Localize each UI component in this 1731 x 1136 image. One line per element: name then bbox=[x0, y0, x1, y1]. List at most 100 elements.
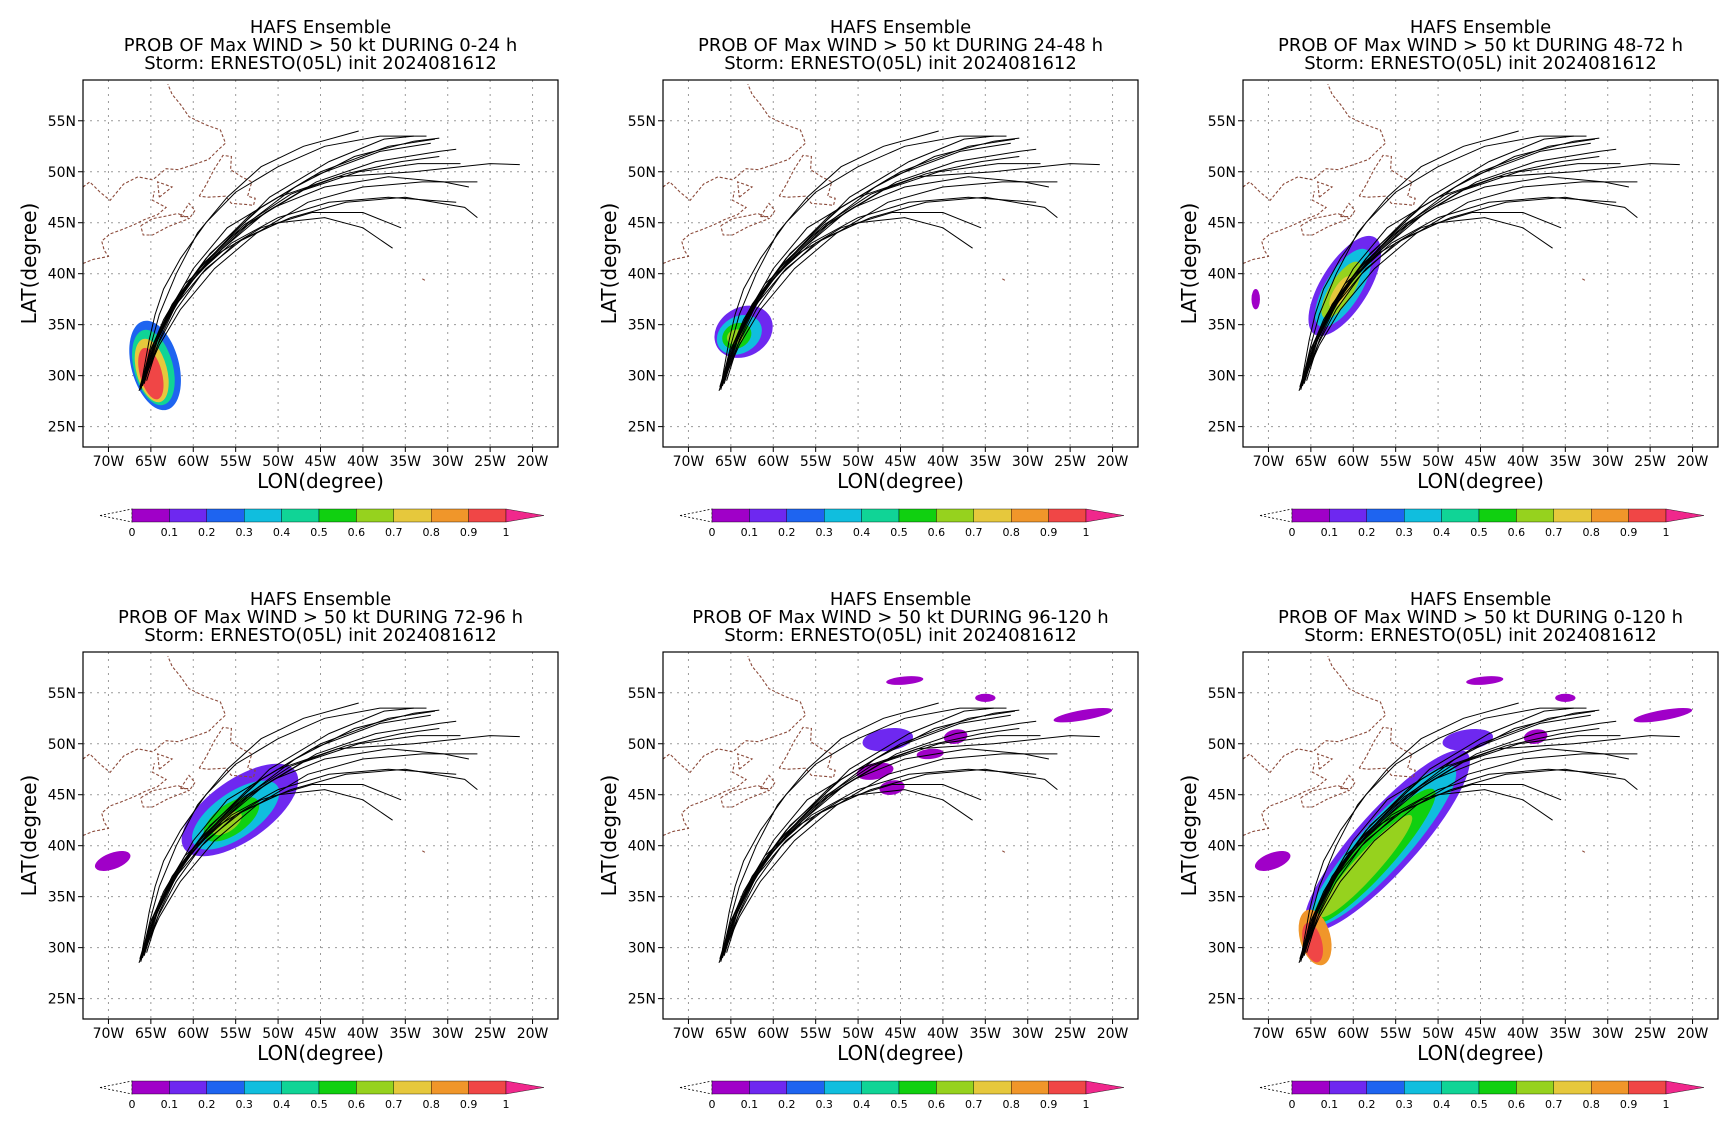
colorbar-label: 0.3 bbox=[235, 1098, 253, 1111]
y-tick-label: 45N bbox=[1208, 788, 1236, 804]
coastline bbox=[560, 919, 562, 921]
ensemble-track bbox=[721, 148, 1037, 381]
coastline bbox=[1300, 784, 1351, 808]
plot-area bbox=[663, 652, 1138, 1019]
y-tick-label: 55N bbox=[628, 686, 656, 702]
ensemble-track bbox=[139, 728, 440, 960]
colorbar-label: 0.4 bbox=[1433, 1098, 1451, 1111]
y-tick-label: 25N bbox=[1208, 420, 1236, 436]
x-tick-label: 55W bbox=[220, 1026, 252, 1042]
colorbar: 0 0.1 0.2 0.3 0.4 0.5 0.6 0.7 0.8 0.9 1 bbox=[1259, 1080, 1705, 1111]
colorbar-under-arrow bbox=[679, 1080, 713, 1095]
probability-area bbox=[1254, 851, 1291, 871]
chart-title-line: Storm: ERNESTO(05L) init 2024081612 bbox=[144, 625, 497, 646]
x-tick-label: 30W bbox=[1012, 454, 1044, 470]
y-tick-label: 25N bbox=[628, 992, 656, 1008]
colorbar-label: 0.8 bbox=[422, 526, 440, 539]
coastline bbox=[83, 191, 168, 265]
y-tick-label: 55N bbox=[48, 114, 76, 130]
coastline bbox=[156, 753, 174, 770]
coastline bbox=[760, 774, 776, 790]
x-tick-label: 35W bbox=[389, 454, 421, 470]
colorbar-label: 0 bbox=[1289, 526, 1296, 539]
colorbar-segment bbox=[1441, 1080, 1480, 1095]
colorbar-segment bbox=[1628, 508, 1667, 523]
chart-title-line: PROB OF Max WIND > 50 kt DURING 96-120 h bbox=[692, 607, 1108, 628]
coastline bbox=[1243, 763, 1328, 837]
colorbar-segment bbox=[1478, 508, 1517, 523]
y-tick-label: 35N bbox=[628, 890, 656, 906]
y-axis-label: LAT(degree) bbox=[597, 203, 621, 325]
coastline bbox=[1340, 202, 1356, 218]
coastline bbox=[422, 278, 426, 282]
colorbar-segment bbox=[1403, 1080, 1442, 1095]
colorbar-label: 1 bbox=[1663, 526, 1670, 539]
ensemble-track bbox=[141, 707, 427, 950]
x-tick-label: 50W bbox=[842, 454, 874, 470]
colorbar: 0 0.1 0.2 0.3 0.4 0.5 0.6 0.7 0.8 0.9 1 bbox=[99, 1080, 545, 1111]
x-tick-label: 30W bbox=[432, 1026, 464, 1042]
coastline bbox=[720, 784, 771, 808]
colorbar-segment bbox=[1048, 1080, 1087, 1095]
y-tick-label: 25N bbox=[48, 420, 76, 436]
ensemble-track bbox=[718, 735, 1100, 964]
ensemble-track bbox=[720, 176, 1049, 391]
coastline bbox=[1300, 212, 1351, 236]
colorbar: 0 0.1 0.2 0.3 0.4 0.5 0.6 0.7 0.8 0.9 1 bbox=[679, 1080, 1125, 1111]
colorbar-segment bbox=[1048, 508, 1087, 523]
ensemble-track bbox=[723, 707, 994, 956]
colorbar-label: 0.5 bbox=[310, 1098, 328, 1111]
probability-area bbox=[916, 748, 944, 760]
ensemble-track bbox=[1300, 176, 1629, 391]
colorbar-label: 0.2 bbox=[198, 526, 216, 539]
ensemble-track bbox=[721, 720, 1037, 953]
colorbar: 0 0.1 0.2 0.3 0.4 0.5 0.6 0.7 0.8 0.9 1 bbox=[99, 508, 545, 539]
colorbar-over-arrow bbox=[505, 1080, 545, 1095]
colorbar-label: 0.7 bbox=[965, 1098, 983, 1111]
colorbar-segment bbox=[1441, 508, 1480, 523]
ensemble-track bbox=[721, 735, 1041, 956]
colorbar-under-arrow bbox=[679, 508, 713, 523]
x-tick-label: 30W bbox=[432, 454, 464, 470]
colorbar-label: 1 bbox=[503, 1098, 510, 1111]
y-tick-label: 40N bbox=[628, 839, 656, 855]
colorbar-label: 0.9 bbox=[1620, 1098, 1638, 1111]
colorbar-label: 0.1 bbox=[741, 526, 759, 539]
x-tick-label: 65W bbox=[715, 454, 747, 470]
x-tick-label: 45W bbox=[305, 1026, 337, 1042]
ensemble-track bbox=[721, 130, 939, 381]
colorbar-segment bbox=[1291, 508, 1330, 523]
x-tick-label: 25W bbox=[474, 454, 506, 470]
ensemble-track bbox=[139, 156, 440, 388]
ensemble-track bbox=[138, 163, 520, 392]
ensemble-track bbox=[718, 163, 1100, 392]
chart-title-line: Storm: ERNESTO(05L) init 2024081612 bbox=[1304, 625, 1657, 646]
colorbar-segment bbox=[823, 508, 862, 523]
colorbar-label: 0.3 bbox=[1395, 526, 1413, 539]
colorbar-label: 0.4 bbox=[853, 1098, 871, 1111]
colorbar-segment bbox=[1366, 508, 1405, 523]
ensemble-track bbox=[1301, 163, 1621, 384]
x-tick-label: 60W bbox=[177, 454, 209, 470]
y-tick-label: 35N bbox=[1208, 890, 1236, 906]
y-tick-label: 55N bbox=[1208, 114, 1236, 130]
x-tick-label: 55W bbox=[800, 1026, 832, 1042]
ensemble-track bbox=[723, 135, 994, 384]
y-tick-label: 30N bbox=[1208, 941, 1236, 957]
colorbar-label: 0.8 bbox=[422, 1098, 440, 1111]
x-tick-label: 50W bbox=[262, 454, 294, 470]
y-tick-label: 55N bbox=[628, 114, 656, 130]
ensemble-track bbox=[1301, 707, 1587, 950]
y-tick-label: 45N bbox=[48, 216, 76, 232]
x-tick-label: 40W bbox=[1507, 1026, 1539, 1042]
ensemble-track bbox=[1301, 735, 1621, 956]
ensemble-track bbox=[146, 196, 478, 381]
chart-title-line: Storm: ERNESTO(05L) init 2024081612 bbox=[1304, 53, 1657, 74]
x-tick-label: 70W bbox=[1253, 1026, 1285, 1042]
colorbar-over-arrow bbox=[1665, 1080, 1705, 1095]
x-tick-label: 20W bbox=[1677, 454, 1709, 470]
x-tick-label: 35W bbox=[969, 454, 1001, 470]
ensemble-track bbox=[723, 789, 973, 953]
colorbar-label: 0.2 bbox=[778, 1098, 796, 1111]
